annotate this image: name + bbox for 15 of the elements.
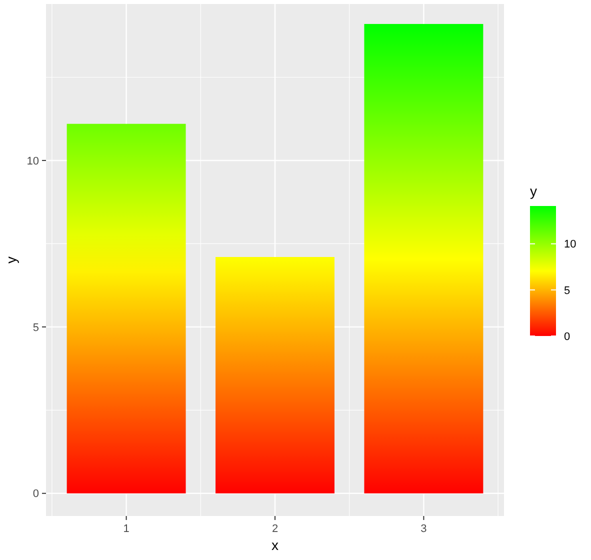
y-axis-title: y bbox=[3, 256, 19, 264]
bar bbox=[66, 124, 186, 494]
color-bar-label: 10 bbox=[564, 238, 576, 251]
y-tick-label: 0 bbox=[32, 488, 39, 500]
color-bar-label: 5 bbox=[564, 284, 570, 297]
x-axis-title: x bbox=[272, 537, 278, 553]
y-tick-label: 10 bbox=[26, 155, 39, 168]
x-tick-label: 2 bbox=[272, 523, 278, 535]
color-bar-label: 0 bbox=[564, 330, 570, 343]
bar bbox=[216, 257, 334, 494]
x-tick-label: 3 bbox=[420, 523, 427, 535]
x-tick-label: 1 bbox=[123, 523, 130, 535]
color-bar-title: y bbox=[530, 183, 537, 199]
y-tick-label: 5 bbox=[32, 322, 39, 334]
bar bbox=[364, 24, 484, 494]
